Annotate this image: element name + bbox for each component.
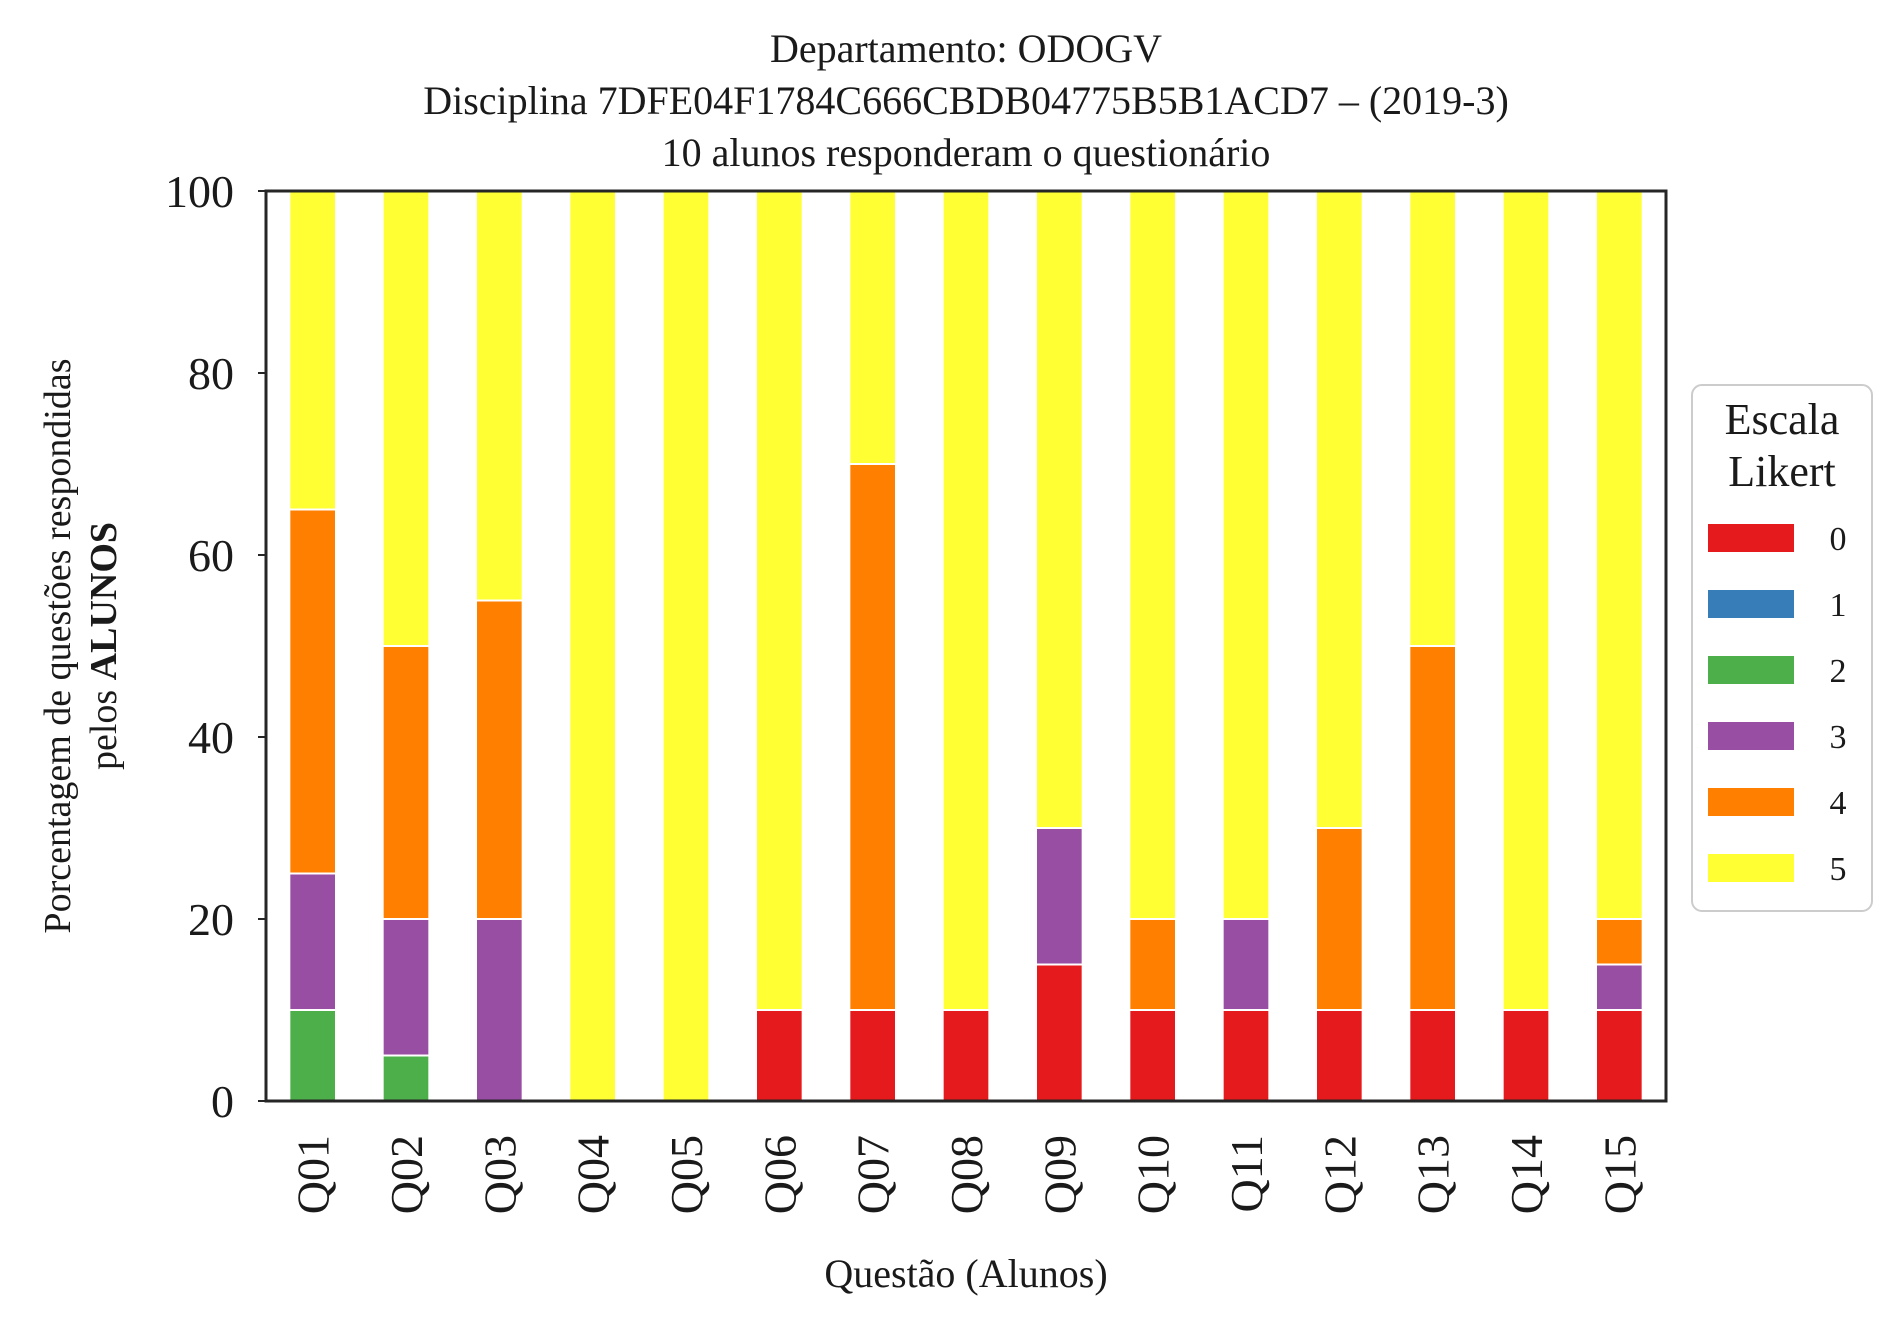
bar-Q06-likert-0: [755, 1009, 804, 1102]
bar-Q02-likert-2: [381, 1054, 431, 1102]
x-tick-label-Q11: Q11: [1221, 1135, 1272, 1213]
legend-label-5: 5: [1830, 851, 1847, 888]
y-tick-label-100: 100: [165, 166, 234, 217]
x-tick-label-Q13: Q13: [1408, 1135, 1459, 1214]
bar-Q07-likert-5: [848, 190, 897, 465]
bar-Q15-likert-5: [1595, 190, 1644, 920]
y-axis-label: Porcentagem de questões respondidas pelo…: [37, 358, 125, 933]
bars-layer: [288, 190, 1644, 1102]
legend-title-line-2: Likert: [1728, 447, 1836, 496]
legend-items: 0 1 2 3 4 5: [1708, 521, 1847, 888]
bar-Q01-likert-5: [288, 190, 338, 511]
legend-label-2: 2: [1830, 653, 1847, 690]
bar-Q14-likert-5: [1501, 190, 1551, 1011]
x-axis-ticks: Q01 Q02 Q03 Q04 Q05 Q06 Q07 Q08 Q09 Q10 Q11 Q12 Q13 Q…: [288, 1135, 1646, 1214]
legend-swatch-1: [1708, 590, 1794, 618]
legend-label-4: 4: [1830, 785, 1847, 822]
bar-Q14-likert-0: [1501, 1009, 1551, 1102]
x-axis-label: Questão (Alunos): [824, 1251, 1107, 1296]
bar-Q12-likert-5: [1315, 190, 1364, 829]
x-tick-label-Q12: Q12: [1314, 1135, 1365, 1214]
x-tick-label-Q09: Q09: [1034, 1135, 1085, 1214]
bar-Q01-likert-3: [288, 872, 338, 1011]
bar-Q03-likert-3: [475, 918, 524, 1102]
legend-label-0: 0: [1830, 521, 1847, 558]
legend-swatch-4: [1708, 788, 1794, 816]
bar-Q03-likert-5: [475, 190, 524, 602]
legend-swatch-5: [1708, 854, 1794, 882]
x-tick-label-Q14: Q14: [1501, 1135, 1552, 1214]
bar-Q06-likert-5: [755, 190, 804, 1011]
bar-Q08-likert-5: [941, 190, 991, 1011]
x-tick-label-Q03: Q03: [474, 1135, 525, 1214]
bar-Q01-likert-2: [288, 1009, 338, 1102]
x-tick-label-Q06: Q06: [754, 1135, 805, 1214]
bar-Q11-likert-0: [1221, 1009, 1271, 1102]
y-axis-label-line-1: Porcentagem de questões respondidas: [37, 358, 79, 933]
legend-label-1: 1: [1830, 587, 1847, 624]
x-tick-label-Q04: Q04: [568, 1135, 619, 1214]
legend-box: [1691, 384, 1873, 912]
title-line-2: Disciplina 7DFE04F1784C666CBDB04775B5B1A…: [423, 78, 1509, 123]
y-tick-label-60: 60: [188, 530, 234, 581]
legend-swatch-2: [1708, 656, 1794, 684]
bar-Q03-likert-4: [475, 599, 524, 920]
bar-Q10-likert-0: [1128, 1009, 1178, 1102]
y-axis-label-bold: ALUNOS: [83, 522, 125, 680]
legend-swatch-0: [1708, 524, 1794, 552]
bar-Q02-likert-4: [381, 645, 431, 920]
x-tick-label-Q05: Q05: [661, 1135, 712, 1214]
x-tick-label-Q10: Q10: [1128, 1135, 1179, 1214]
y-axis-label-prefix: pelos: [83, 680, 125, 770]
legend: Escala Likert 0 1 2 3 4 5: [1691, 384, 1873, 912]
x-tick-label-Q07: Q07: [848, 1135, 899, 1214]
bar-Q15-likert-0: [1595, 1009, 1644, 1102]
y-tick-label-40: 40: [188, 712, 234, 763]
bar-Q08-likert-0: [941, 1009, 991, 1102]
bar-Q10-likert-5: [1128, 190, 1178, 920]
bar-Q07-likert-0: [848, 1009, 897, 1102]
bar-Q09-likert-5: [1035, 190, 1084, 829]
bar-Q13-likert-5: [1408, 190, 1458, 647]
bar-Q04-likert-5: [568, 190, 617, 1102]
title-line-1: Departamento: ODOGV: [770, 26, 1162, 71]
x-tick-label-Q01: Q01: [288, 1135, 339, 1214]
bar-Q15-likert-3: [1595, 963, 1644, 1011]
bar-Q05-likert-5: [661, 190, 711, 1102]
y-axis-label-line-2: pelos ALUNOS: [83, 522, 125, 770]
bar-Q15-likert-4: [1595, 918, 1644, 966]
bar-Q02-likert-3: [381, 918, 431, 1057]
y-tick-label-0: 0: [211, 1076, 234, 1127]
bar-Q13-likert-4: [1408, 645, 1458, 1011]
y-axis-ticks: 0 20 40 60 80 100: [165, 166, 266, 1127]
bar-Q12-likert-0: [1315, 1009, 1364, 1102]
legend-title-line-1: Escala: [1725, 395, 1840, 444]
bar-Q11-likert-3: [1221, 918, 1271, 1011]
title-line-3: 10 alunos responderam o questionário: [662, 130, 1271, 175]
bar-Q09-likert-0: [1035, 963, 1084, 1102]
bar-Q07-likert-4: [848, 463, 897, 1011]
legend-label-3: 3: [1830, 719, 1847, 756]
y-tick-label-80: 80: [188, 348, 234, 399]
x-tick-label-Q08: Q08: [941, 1135, 992, 1214]
x-tick-label-Q15: Q15: [1594, 1135, 1645, 1214]
chart-title: Departamento: ODOGV Disciplina 7DFE04F17…: [423, 26, 1509, 175]
plot-frame: [264, 189, 1668, 1103]
bar-Q11-likert-5: [1221, 190, 1271, 920]
bar-Q13-likert-0: [1408, 1009, 1458, 1102]
legend-swatch-3: [1708, 722, 1794, 750]
bar-Q10-likert-4: [1128, 918, 1178, 1011]
y-tick-label-20: 20: [188, 894, 234, 945]
bar-Q01-likert-4: [288, 508, 338, 875]
x-tick-label-Q02: Q02: [381, 1135, 432, 1214]
bar-Q09-likert-3: [1035, 827, 1084, 966]
bar-Q02-likert-5: [381, 190, 431, 647]
bar-Q12-likert-4: [1315, 827, 1364, 1011]
